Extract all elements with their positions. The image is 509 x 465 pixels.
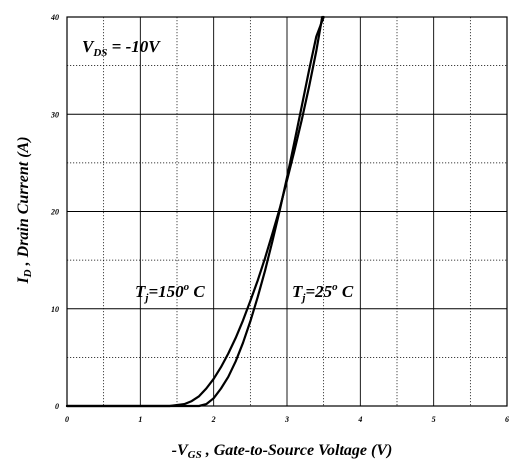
annotation-t150-sup: o: [184, 281, 190, 293]
annotation-vds: VDS = -10V: [82, 37, 161, 59]
annotation-t150-tail: C: [189, 282, 205, 301]
y-tick-label: 40: [50, 13, 59, 22]
series-lines: [65, 15, 325, 408]
y-tick-label: 0: [55, 402, 59, 411]
y-axis-title-rest: , Drain Current (A): [15, 136, 32, 269]
annotation-t25-sup: o: [332, 281, 338, 293]
y-axis-title-sub: D: [22, 269, 34, 278]
annotation-t150-rest: =150: [148, 282, 184, 301]
annotation-t25-rest: =25: [305, 282, 332, 301]
annotation-t25-sub: j: [300, 292, 306, 304]
annotation-t25: Tj=25o C: [292, 281, 354, 304]
annotation-t150-main: T: [135, 282, 146, 301]
x-tick-label: 1: [138, 415, 142, 424]
annotation-t150-sub: j: [143, 292, 149, 304]
y-tick-label: 20: [50, 208, 59, 217]
x-tick-label: 3: [284, 415, 289, 424]
y-tick-label: 10: [51, 305, 59, 314]
series-line-tj-150c: [65, 15, 324, 408]
annotation-vds-sub: DS: [92, 47, 107, 59]
x-tick-label: 4: [357, 415, 362, 424]
annotation-vds-rest: = -10V: [107, 37, 161, 56]
tick-labels: 0 1 2 3 4 5 6 0 10 20 30 40: [50, 13, 509, 424]
x-tick-label: 0: [65, 415, 69, 424]
x-axis-title: -VGS , Gate-to-Source Voltage (V): [172, 442, 393, 461]
x-axis-title-prefix: -V: [172, 442, 189, 459]
x-tick-label: 6: [505, 415, 509, 424]
annotation-t150: Tj=150o C: [135, 281, 205, 304]
series-line-tj-25c: [65, 15, 325, 408]
x-axis-title-sub: GS: [188, 449, 202, 461]
grid: [67, 17, 507, 406]
y-tick-label: 30: [50, 110, 59, 119]
x-tick-label: 2: [211, 415, 216, 424]
x-axis-title-rest: , Gate-to-Source Voltage (V): [202, 442, 393, 459]
annotation-vds-main: V: [82, 37, 95, 56]
annotation-t25-tail: C: [338, 282, 354, 301]
y-axis-title-main: I: [15, 277, 32, 285]
y-axis-title: ID , Drain Current (A): [15, 136, 34, 284]
x-tick-label: 5: [432, 415, 436, 424]
annotation-t25-main: T: [292, 282, 303, 301]
plot-frame: [66, 16, 508, 407]
